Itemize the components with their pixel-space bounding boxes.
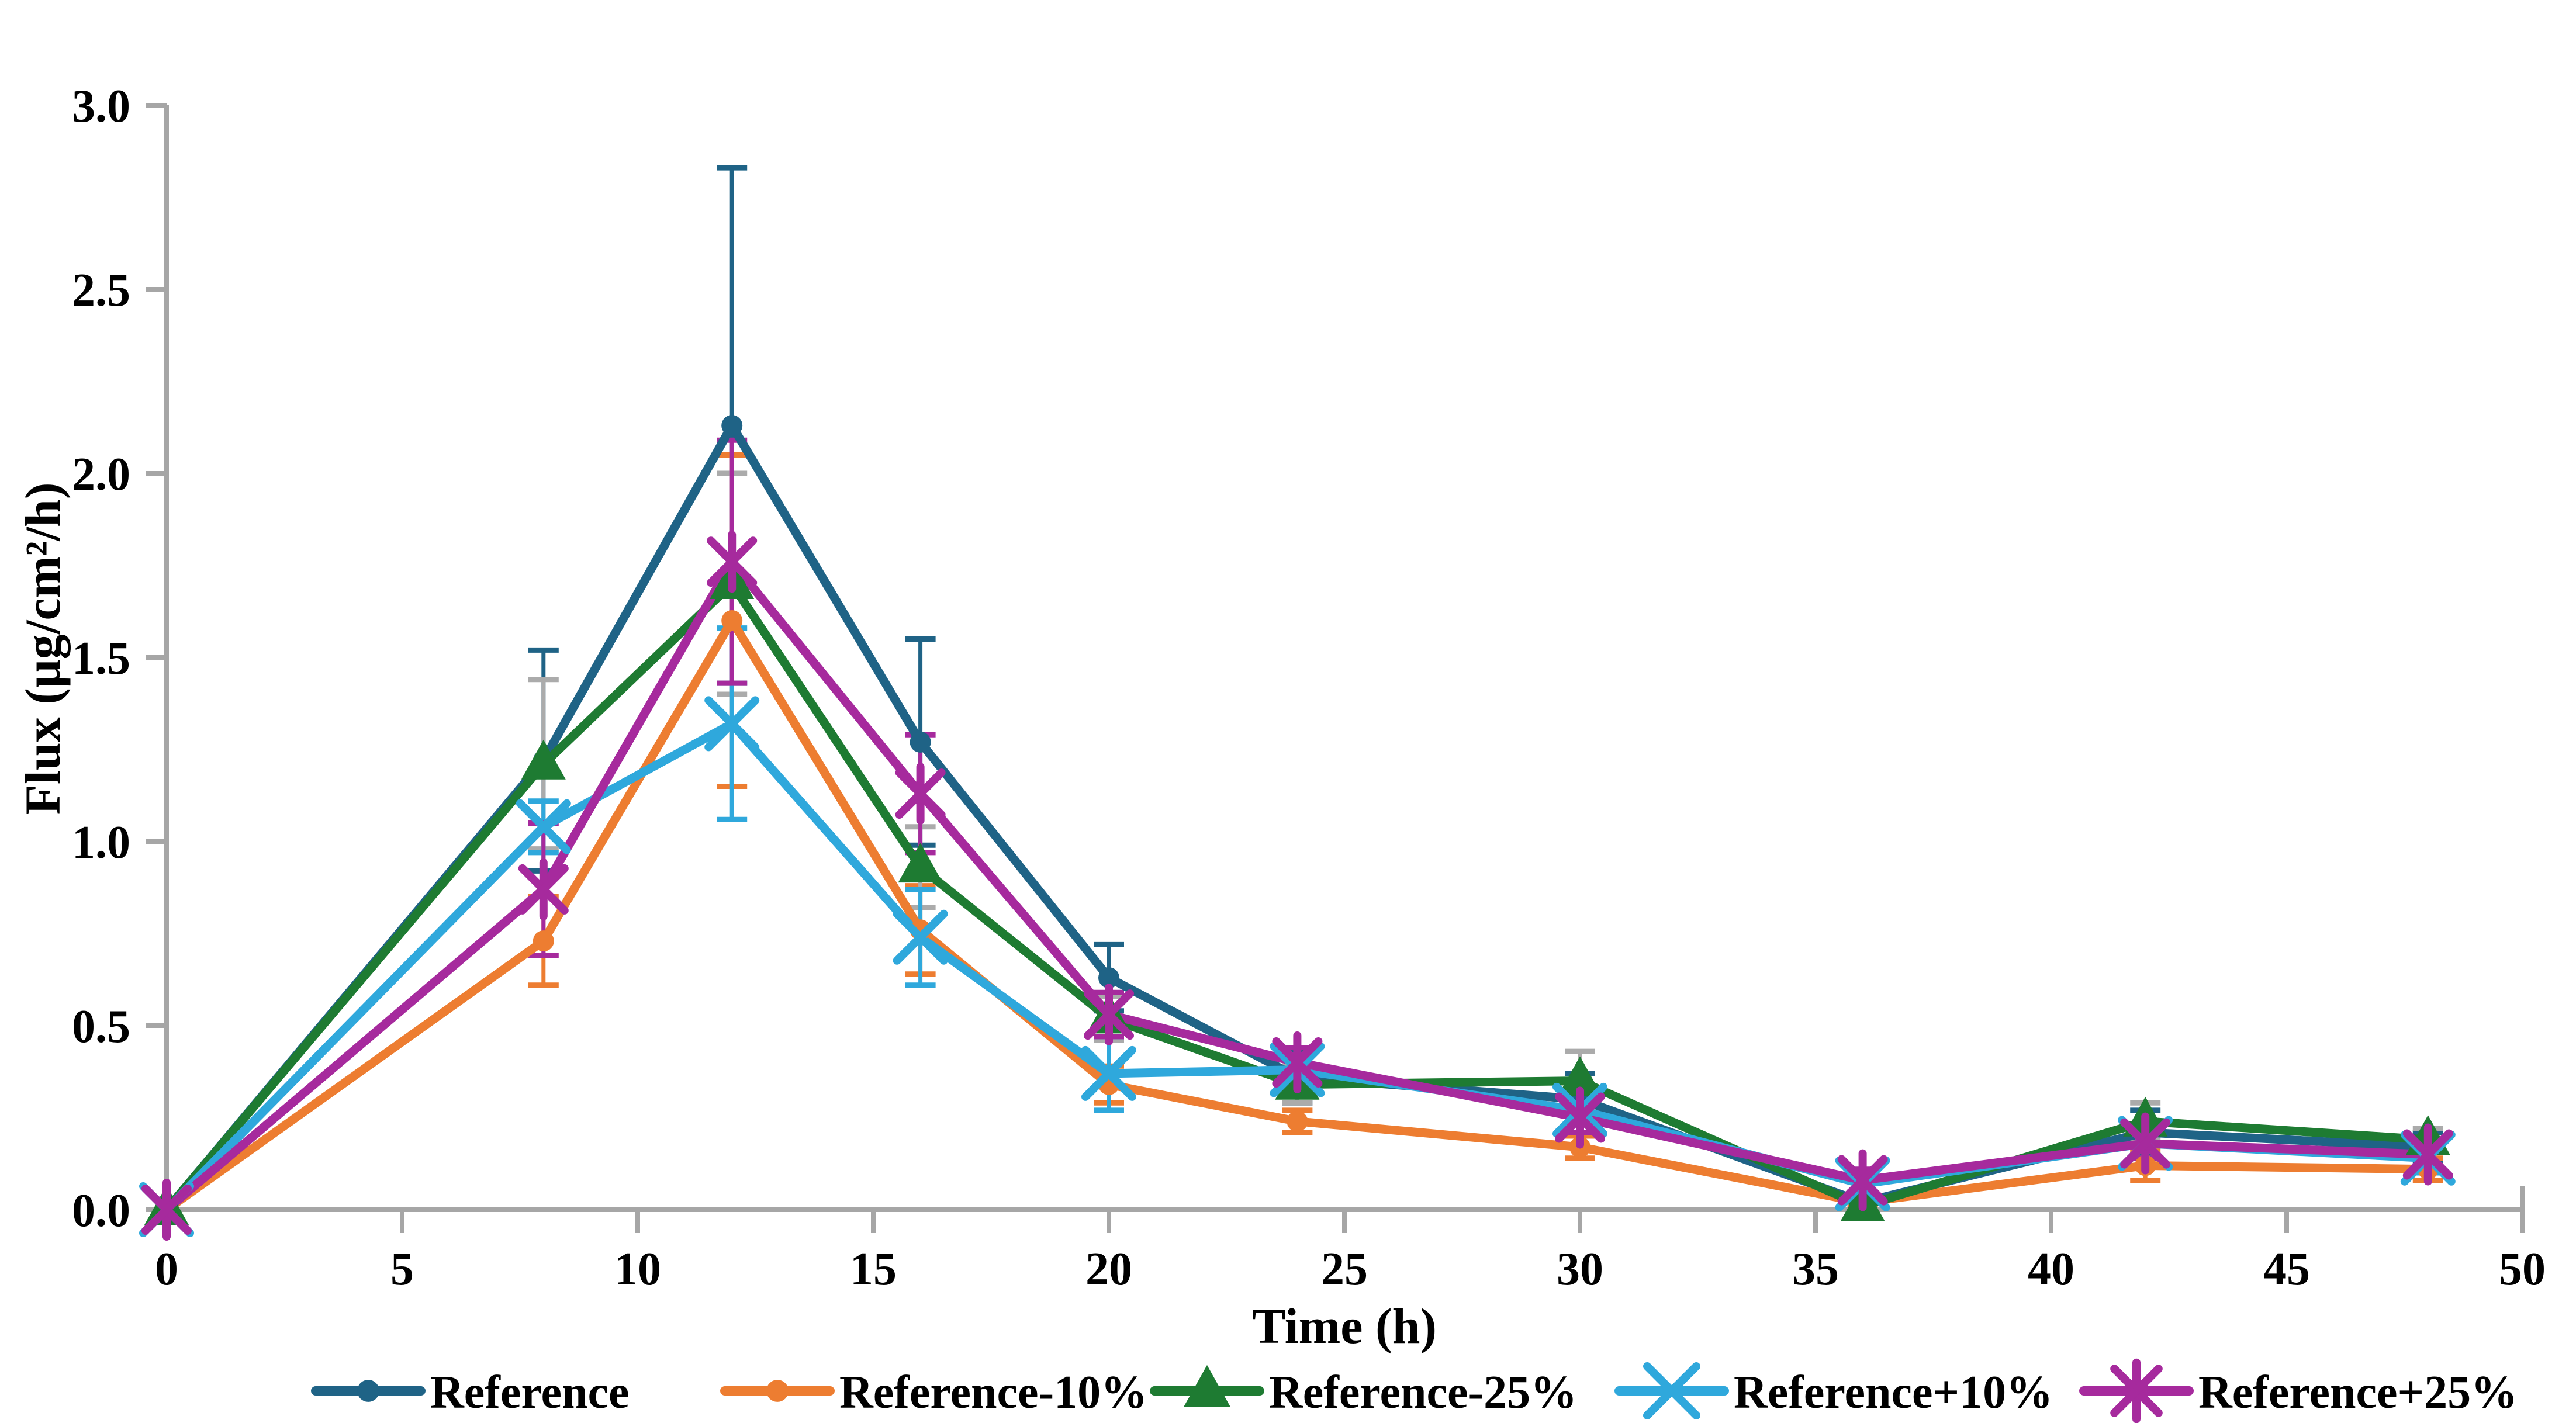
y-axis-title: Flux (μg/cm²/h) xyxy=(15,483,71,815)
legend: Reference Reference-10% Reference-25% Refer… xyxy=(311,1358,2518,1423)
x-tick-label: 5 xyxy=(390,1244,414,1295)
marker-x xyxy=(893,909,948,965)
y-tick-label: 2.5 xyxy=(72,265,130,316)
marker-asterisk-arm xyxy=(895,768,946,819)
marker-triangle xyxy=(1558,1056,1602,1096)
marker-x-arm xyxy=(893,909,948,965)
x-tick-label: 30 xyxy=(1557,1244,1603,1295)
x-tick-label: 0 xyxy=(155,1244,178,1295)
x-tick-label: 50 xyxy=(2499,1244,2546,1295)
marker-circle xyxy=(766,1380,789,1402)
marker-circle xyxy=(721,610,743,631)
marker-asterisk xyxy=(1272,1031,1323,1093)
marker-x-arm xyxy=(516,799,571,854)
x-tick-label: 40 xyxy=(2028,1244,2074,1295)
marker-circle xyxy=(1098,967,1119,989)
marker-asterisk xyxy=(707,531,758,593)
y-tick-label: 0.0 xyxy=(72,1185,130,1237)
marker-asterisk xyxy=(1555,1086,1605,1149)
marker-asterisk xyxy=(1084,984,1134,1046)
marker-x-arm xyxy=(1081,1045,1136,1101)
series-line-Reference-10% xyxy=(162,616,2433,1214)
marker-asterisk xyxy=(1837,1149,1888,1211)
series-markers-layer xyxy=(139,415,2456,1241)
x-tick-label: 25 xyxy=(1321,1244,1368,1295)
marker-asterisk xyxy=(2110,1358,2163,1423)
marker-asterisk-arm xyxy=(2120,1118,2171,1169)
marker-x-arm xyxy=(704,696,760,752)
marker-asterisk-arm xyxy=(1555,1092,1605,1143)
marker-asterisk-arm xyxy=(1084,989,1134,1040)
marker-triangle xyxy=(1184,1365,1230,1407)
marker-asterisk xyxy=(2120,1112,2171,1175)
marker-asterisk-arm xyxy=(141,1185,192,1235)
y-tick-label: 3.0 xyxy=(72,81,130,132)
marker-asterisk xyxy=(895,763,946,825)
marker-circle xyxy=(910,731,931,753)
marker-triangle xyxy=(898,843,943,883)
marker-x-arm xyxy=(1643,1362,1700,1419)
x-tick-label: 35 xyxy=(1792,1244,1839,1295)
marker-triangle xyxy=(521,739,566,780)
marker-asterisk-arm xyxy=(1837,1155,1888,1206)
marker-x xyxy=(704,696,760,752)
legend-item-label: Reference+10% xyxy=(1734,1367,2053,1418)
legend-item-Reference-10%: Reference-10% xyxy=(720,1367,1147,1418)
legend-item-Reference+10%: Reference+10% xyxy=(1614,1362,2053,1419)
marker-asterisk xyxy=(141,1179,192,1241)
legend-item-label: Reference-25% xyxy=(1269,1367,1577,1418)
marker-x xyxy=(1643,1362,1700,1419)
x-tick-label: 45 xyxy=(2263,1244,2310,1295)
legend-item-Reference-25%: Reference-25% xyxy=(1150,1365,1577,1418)
axes: 0.0 0.5 1.0 1.5 2.0 2.5 3.0 0 5 10 15 20 25 30 35 40 45 5… xyxy=(72,81,2546,1295)
error-bars-layer xyxy=(528,165,2443,1213)
y-tick-label: 1.0 xyxy=(72,817,130,868)
marker-x xyxy=(1081,1045,1136,1101)
x-tick-label: 20 xyxy=(1085,1244,1132,1295)
marker-asterisk xyxy=(2402,1123,2453,1186)
marker-asterisk xyxy=(518,858,569,920)
marker-x xyxy=(516,799,571,854)
marker-asterisk-arm xyxy=(707,536,758,587)
marker-circle xyxy=(1287,1110,1308,1132)
x-tick-label: 10 xyxy=(614,1244,661,1295)
legend-item-label: Reference-10% xyxy=(839,1367,1147,1418)
series-lines-layer xyxy=(162,421,2433,1214)
y-tick-label: 2.0 xyxy=(72,449,130,500)
marker-circle xyxy=(357,1380,379,1402)
y-tick-label: 0.5 xyxy=(72,1001,130,1052)
legend-item-label: Reference xyxy=(430,1367,630,1418)
marker-circle xyxy=(533,930,554,952)
marker-asterisk-arm xyxy=(518,864,569,915)
legend-item-Reference: Reference xyxy=(311,1367,630,1418)
y-tick-label: 1.5 xyxy=(72,633,130,684)
marker-circle xyxy=(721,415,743,437)
x-axis-title: Time (h) xyxy=(1252,1298,1437,1354)
legend-item-label: Reference+25% xyxy=(2198,1367,2518,1418)
marker-asterisk-arm xyxy=(2402,1129,2453,1180)
marker-asterisk-arm xyxy=(2110,1365,2163,1417)
legend-item-Reference+25%: Reference+25% xyxy=(2079,1358,2518,1423)
series-line-Reference+25% xyxy=(162,557,2433,1214)
x-tick-label: 15 xyxy=(850,1244,897,1295)
marker-asterisk-arm xyxy=(1272,1037,1323,1088)
